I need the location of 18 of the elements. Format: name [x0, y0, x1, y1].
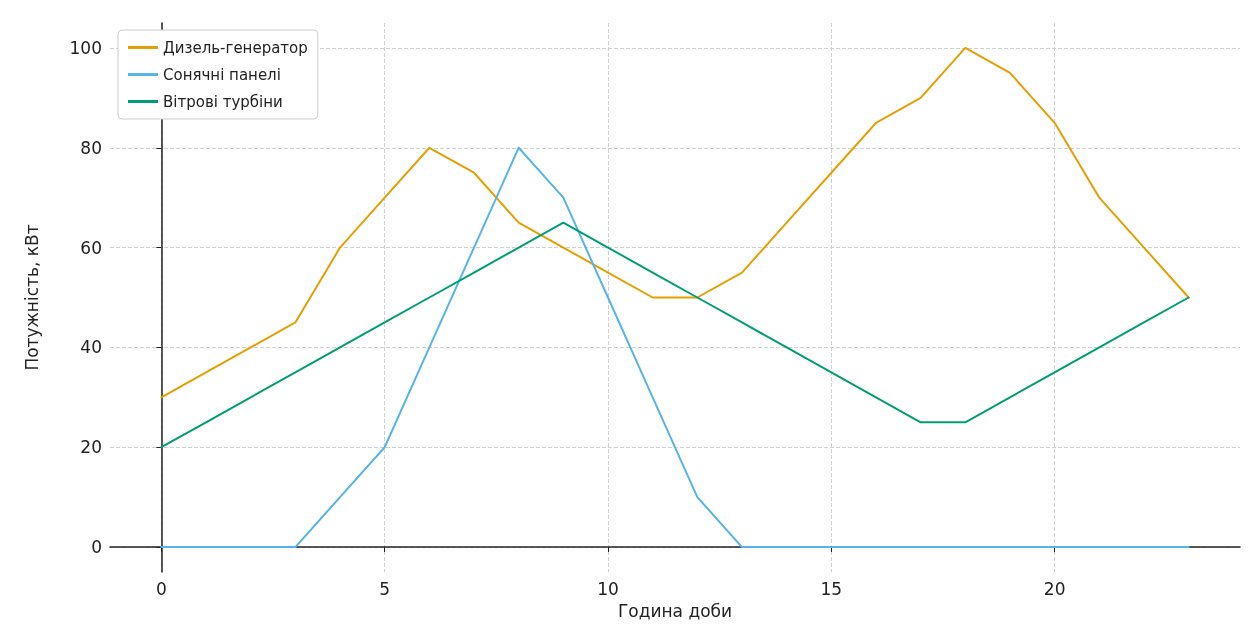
legend-label: Дизель-генератор: [163, 38, 308, 57]
x-tick-label: 5: [379, 578, 391, 599]
y-tick-label: 20: [80, 437, 102, 458]
line-series: [160, 221, 1190, 449]
y-tick-label: 40: [80, 337, 102, 358]
y-tick-label: 60: [80, 237, 102, 258]
y-tick-label: 80: [80, 137, 102, 158]
line-series: [160, 146, 1190, 549]
x-tick-label: 0: [155, 578, 167, 599]
y-tick-label: 100: [69, 37, 102, 58]
x-tick-label: 10: [597, 578, 619, 599]
x-axis-title: Година доби: [617, 600, 733, 621]
x-tick-label: 20: [1043, 578, 1066, 599]
legend-label: Вітрові турбіни: [163, 92, 283, 111]
y-tick-label: 0: [91, 537, 102, 558]
y-axis-title: Потужність, кВт: [21, 224, 42, 371]
x-tick-label: 15: [820, 578, 843, 599]
legend-label: Сонячні панелі: [163, 65, 281, 84]
